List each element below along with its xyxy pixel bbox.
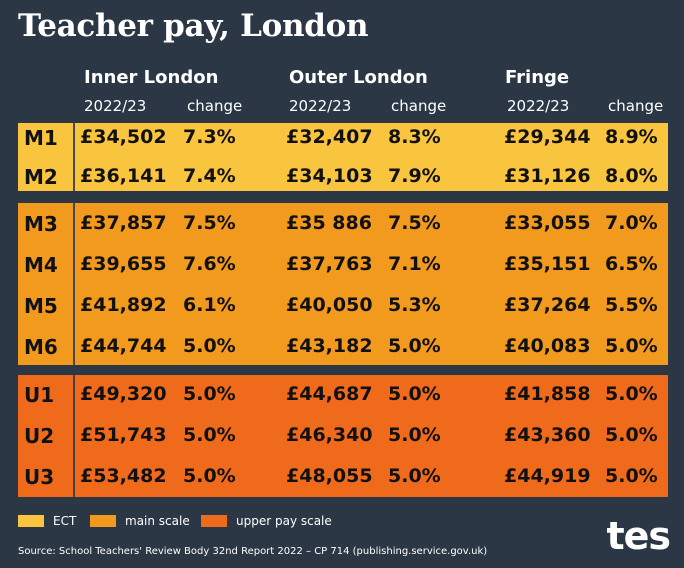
subheader-year: 2022/23: [84, 97, 147, 115]
change-cell: 7.5%: [388, 212, 441, 234]
change-cell: 8.3%: [388, 126, 441, 148]
legend-item-ect: ECT: [18, 514, 76, 528]
salary-cell: £31,126: [504, 165, 591, 187]
change-cell: 5.0%: [183, 383, 236, 405]
grade-label: M6: [24, 335, 58, 359]
salary-cell: £51,743: [80, 424, 167, 446]
change-cell: 5.0%: [605, 424, 658, 446]
table-row: U2 £51,743 5.0% £46,340 5.0% £43,360 5.0%: [18, 416, 668, 458]
change-cell: 5.0%: [605, 465, 658, 487]
salary-cell: £34,502: [80, 126, 167, 148]
grade-column-divider: [18, 375, 75, 497]
salary-cell: £39,655: [80, 253, 167, 275]
salary-cell: £41,892: [80, 294, 167, 316]
subheader-year: 2022/23: [507, 97, 570, 115]
salary-cell: £37,857: [80, 212, 167, 234]
region-header-outer-london: Outer London: [289, 67, 428, 88]
salary-cell: £36,141: [80, 165, 167, 187]
table-row: M6 £44,744 5.0% £43,182 5.0% £40,083 5.0%: [18, 327, 668, 369]
salary-cell: £35,151: [504, 253, 591, 275]
subheader-year: 2022/23: [289, 97, 352, 115]
scale-band-main: M3 £37,857 7.5% £35 886 7.5% £33,055 7.0% M4 £39…: [18, 203, 668, 365]
table-row: U1 £49,320 5.0% £44,687 5.0% £41,858 5.0%: [18, 375, 668, 417]
salary-cell: £37,264: [504, 294, 591, 316]
salary-cell: £40,083: [504, 335, 591, 357]
legend-label: ECT: [53, 514, 77, 528]
change-cell: 6.1%: [183, 294, 236, 316]
table-row: M4 £39,655 7.6% £37,763 7.1% £35,151 6.5%: [18, 245, 668, 287]
change-cell: 7.3%: [183, 126, 236, 148]
salary-cell: £44,687: [286, 383, 373, 405]
change-cell: 5.5%: [605, 294, 658, 316]
table-row: M2 £36,141 7.4% £34,103 7.9% £31,126 8.0%: [18, 157, 668, 199]
salary-cell: £32,407: [286, 126, 373, 148]
change-cell: 8.9%: [605, 126, 658, 148]
grade-label: M5: [24, 294, 58, 318]
grade-label: U2: [24, 424, 55, 448]
change-cell: 5.0%: [605, 335, 658, 357]
change-cell: 7.5%: [183, 212, 236, 234]
grade-label: M1: [24, 126, 58, 150]
salary-cell: £35 886: [286, 212, 372, 234]
change-cell: 7.4%: [183, 165, 236, 187]
subheader-change: change: [391, 97, 447, 115]
change-cell: 7.9%: [388, 165, 441, 187]
salary-cell: £53,482: [80, 465, 167, 487]
grade-column-divider: [18, 203, 75, 365]
salary-cell: £44,919: [504, 465, 591, 487]
salary-cell: £37,763: [286, 253, 373, 275]
grade-label: M2: [24, 165, 58, 189]
region-header-fringe: Fringe: [505, 67, 570, 88]
change-cell: 5.0%: [388, 465, 441, 487]
change-cell: 5.0%: [388, 335, 441, 357]
legend-label: main scale: [125, 514, 190, 528]
change-cell: 7.0%: [605, 212, 658, 234]
change-cell: 5.0%: [183, 424, 236, 446]
grade-label: U3: [24, 465, 55, 489]
legend-swatch: [201, 515, 227, 527]
salary-cell: £41,858: [504, 383, 591, 405]
subheader-change: change: [187, 97, 243, 115]
table-row: U3 £53,482 5.0% £48,055 5.0% £44,919 5.0%: [18, 457, 668, 499]
table-row: M3 £37,857 7.5% £35 886 7.5% £33,055 7.0%: [18, 204, 668, 246]
salary-cell: £49,320: [80, 383, 167, 405]
legend-item-main-scale: main scale: [90, 514, 190, 528]
change-cell: 5.3%: [388, 294, 441, 316]
change-cell: 6.5%: [605, 253, 658, 275]
region-header-inner-london: Inner London: [84, 67, 219, 88]
legend-swatch: [90, 515, 116, 527]
salary-cell: £46,340: [286, 424, 373, 446]
salary-cell: £40,050: [286, 294, 373, 316]
scale-band-ect: M1 £34,502 7.3% £32,407 8.3% £29,344 8.9% M2 £36…: [18, 123, 668, 191]
legend-item-upper-pay-scale: upper pay scale: [201, 514, 332, 528]
table-row: M1 £34,502 7.3% £32,407 8.3% £29,344 8.9%: [18, 118, 668, 160]
grade-label: M4: [24, 253, 58, 277]
salary-cell: £29,344: [504, 126, 591, 148]
source-note: Source: School Teachers' Review Body 32n…: [18, 546, 488, 557]
grade-label: M3: [24, 212, 58, 236]
scale-band-upper: U1 £49,320 5.0% £44,687 5.0% £41,858 5.0% U2 £51…: [18, 375, 668, 497]
salary-cell: £43,182: [286, 335, 373, 357]
legend-swatch: [18, 515, 44, 527]
change-cell: 7.1%: [388, 253, 441, 275]
change-cell: 5.0%: [388, 424, 441, 446]
change-cell: 5.0%: [605, 383, 658, 405]
grade-label: U1: [24, 383, 55, 407]
change-cell: 7.6%: [183, 253, 236, 275]
change-cell: 8.0%: [605, 165, 658, 187]
chart-title: Teacher pay, London: [18, 8, 369, 44]
change-cell: 5.0%: [183, 465, 236, 487]
change-cell: 5.0%: [388, 383, 441, 405]
salary-cell: £48,055: [286, 465, 373, 487]
tes-logo: tes: [606, 514, 671, 558]
change-cell: 5.0%: [183, 335, 236, 357]
salary-cell: £33,055: [504, 212, 591, 234]
salary-cell: £43,360: [504, 424, 591, 446]
salary-cell: £44,744: [80, 335, 167, 357]
table-row: M5 £41,892 6.1% £40,050 5.3% £37,264 5.5%: [18, 286, 668, 328]
grade-column-divider: [18, 123, 75, 191]
salary-cell: £34,103: [286, 165, 373, 187]
legend-label: upper pay scale: [236, 514, 332, 528]
subheader-change: change: [608, 97, 664, 115]
